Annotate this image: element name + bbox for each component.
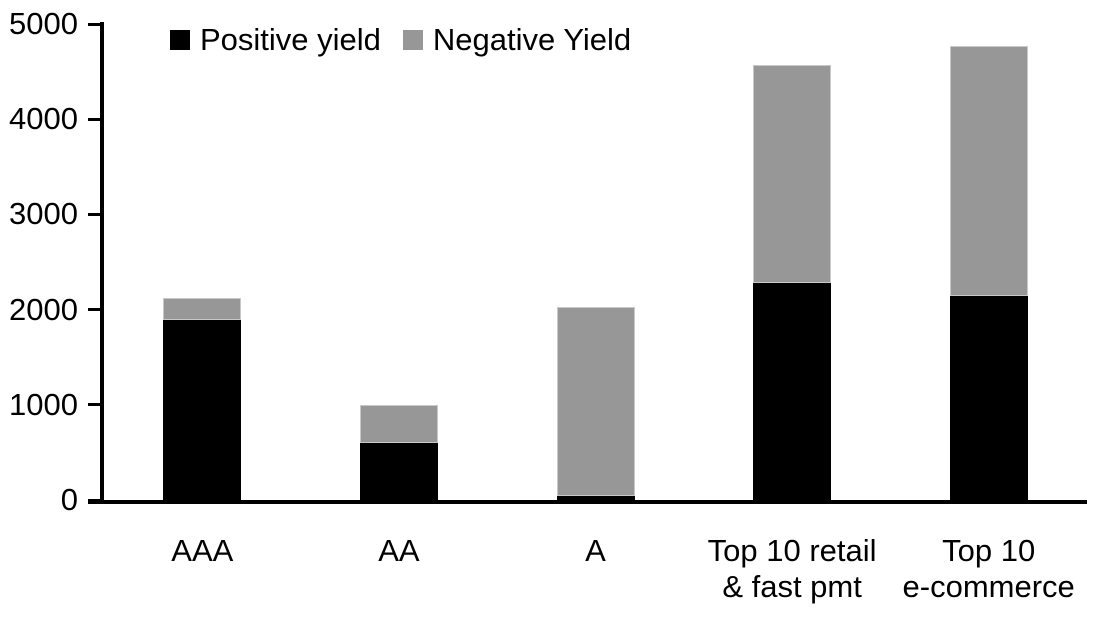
legend-item: Negative Yield — [402, 22, 632, 57]
bar-segment-negative — [753, 64, 832, 283]
legend-label: Negative Yield — [432, 22, 632, 57]
bar-segment-negative — [163, 298, 242, 321]
x-axis-label: Top 10 retail & fast pmt — [707, 533, 877, 604]
x-axis-label: Top 10 e-commerce — [902, 533, 1075, 604]
y-axis-line — [100, 22, 104, 504]
bar-segment-positive — [163, 320, 242, 500]
y-tick-label: 5000 — [9, 6, 78, 41]
bar-segment-negative — [556, 306, 635, 497]
y-tick-label: 4000 — [9, 101, 78, 137]
x-axis-line — [88, 500, 1087, 504]
y-axis-tick — [88, 403, 100, 407]
x-axis-label: AAA — [171, 533, 234, 568]
y-axis-tick — [88, 308, 100, 312]
bar-segment-positive — [949, 296, 1028, 500]
legend-label: Positive yield — [200, 22, 381, 57]
y-tick-label: 3000 — [9, 196, 78, 232]
y-axis-tick — [88, 117, 100, 121]
bar-segment-positive — [359, 442, 438, 500]
bar-segment-negative — [359, 404, 438, 443]
bar-segment-positive — [556, 496, 635, 500]
y-axis-tick — [88, 498, 100, 502]
bar-segment-positive — [753, 282, 832, 500]
y-tick-label: 1000 — [9, 386, 78, 422]
x-axis-label: A — [585, 533, 606, 568]
y-tick-label: 2000 — [9, 291, 78, 327]
legend-swatch — [170, 29, 190, 50]
y-tick-label: 0 — [60, 482, 78, 517]
x-axis-label: AA — [378, 533, 420, 568]
legend: Positive yield Negative Yield — [170, 24, 631, 55]
y-axis-tick — [88, 212, 100, 216]
y-axis-tick — [88, 22, 100, 26]
bar-segment-negative — [949, 45, 1028, 297]
legend-swatch — [402, 29, 423, 50]
legend-item: Positive yield — [170, 24, 381, 55]
